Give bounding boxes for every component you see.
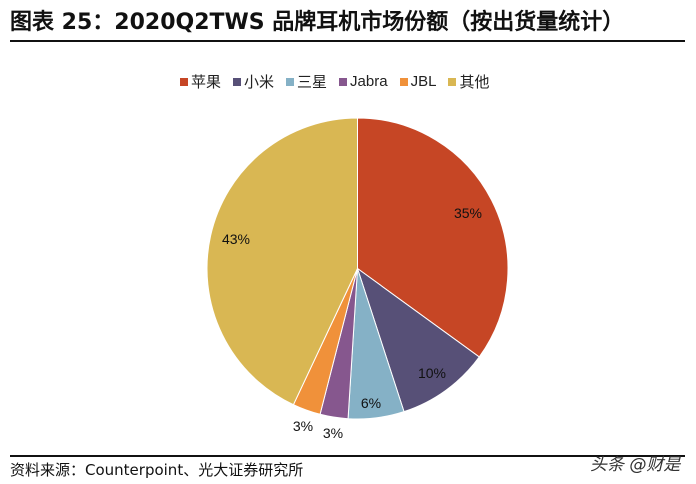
pie-data-label: 3% [323, 425, 343, 441]
legend-item-other: 其他 [448, 71, 489, 92]
chart-title: 图表 25：2020Q2TWS 品牌耳机市场份额（按出货量统计） [10, 10, 625, 35]
legend-swatch [286, 77, 295, 86]
footer-divider [10, 455, 685, 457]
title-divider [10, 40, 685, 42]
legend-label: 三星 [297, 74, 328, 91]
legend: 苹果 小米 三星 Jabra JBL 其他 [180, 71, 489, 92]
legend-label: 其他 [459, 74, 490, 91]
source-note: 资料来源：Counterpoint、光大证券研究所 [10, 461, 304, 479]
legend-label: 小米 [244, 74, 275, 91]
pie-data-label: 3% [293, 418, 313, 434]
pie-data-label: 43% [222, 231, 250, 247]
legend-swatch [233, 77, 242, 86]
legend-item-apple: 苹果 [180, 71, 221, 92]
pie-data-label: 35% [454, 205, 482, 221]
legend-item-jbl: JBL [399, 71, 437, 92]
legend-swatch [180, 77, 188, 86]
pie-slice-2 [356, 267, 480, 413]
pie-slice-1 [357, 117, 509, 358]
pie-data-label: 6% [361, 395, 381, 411]
legend-item-samsung: 三星 [286, 71, 327, 92]
legend-label: Jabra [350, 73, 388, 90]
legend-label: 苹果 [191, 74, 222, 91]
watermark: 头条 @财是 [590, 455, 681, 475]
pie-slice-6 [206, 117, 358, 406]
legend-swatch [399, 77, 408, 86]
legend-item-jabra: Jabra [339, 71, 388, 92]
legend-item-xiaomi: 小米 [233, 71, 274, 92]
legend-swatch [448, 77, 457, 86]
legend-label: JBL [410, 73, 437, 90]
pie-data-label: 10% [418, 365, 446, 381]
legend-swatch [339, 77, 348, 86]
